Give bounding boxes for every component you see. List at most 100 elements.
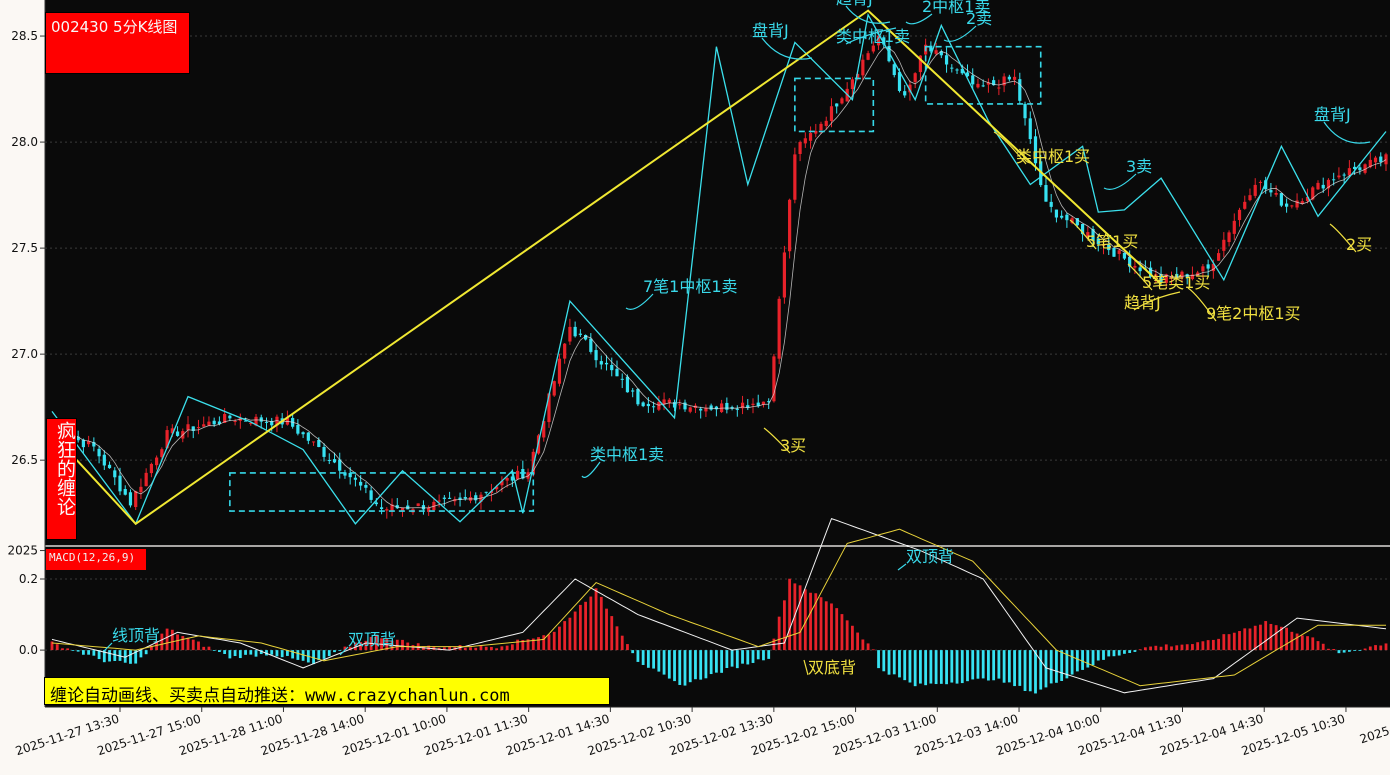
- macd-bar: [1316, 641, 1320, 651]
- macd-bar: [578, 604, 582, 651]
- macd-bar: [678, 650, 682, 685]
- dea-line: [51, 528, 1386, 687]
- candle-body: [458, 497, 462, 500]
- macd-dif-line: [51, 517, 1387, 694]
- signal-label: 2买: [1346, 235, 1372, 254]
- macd-bar: [484, 646, 488, 651]
- macd-bar: [819, 597, 823, 651]
- candle-body: [385, 509, 389, 511]
- macd-bar: [1279, 626, 1283, 651]
- macd-bar: [929, 650, 933, 684]
- macd-bar: [1222, 634, 1226, 651]
- symbol-title-badge: 002430 5分K线图: [45, 12, 190, 74]
- macd-bar: [851, 625, 854, 651]
- macd-bar: [223, 650, 227, 654]
- signal-label: 9笔2中枢1买: [1206, 304, 1301, 323]
- macd-bar: [191, 639, 195, 651]
- macd-bar: [605, 608, 608, 651]
- candle-body: [547, 393, 551, 423]
- macd-bar: [987, 650, 990, 681]
- macd-bar: [1091, 650, 1095, 666]
- price-tick-label: 28.5: [11, 29, 38, 43]
- candle-body: [971, 75, 975, 85]
- candle-body: [610, 365, 614, 371]
- macd-signal-arrow: [803, 659, 809, 676]
- macd-bar: [657, 650, 661, 672]
- macd-bar: [955, 650, 959, 684]
- candle-body: [254, 416, 258, 426]
- candle-body: [819, 123, 823, 131]
- macd-bar: [866, 643, 870, 651]
- candle-body: [1080, 223, 1085, 235]
- macd-bar: [1363, 648, 1367, 651]
- candle-body: [944, 55, 949, 65]
- signal-label: 2卖: [966, 9, 992, 28]
- candle-body: [1122, 252, 1127, 259]
- candle-body: [500, 481, 504, 486]
- candle-body: [997, 87, 1001, 89]
- candle-body: [155, 457, 159, 466]
- price-tick-label: 28.0: [11, 135, 38, 149]
- macd-bar: [856, 632, 860, 651]
- macd-bar: [1327, 648, 1330, 651]
- macd-bar: [542, 635, 546, 651]
- candle-body: [1384, 154, 1388, 165]
- signal-arrow: [761, 37, 813, 60]
- macd-bar: [134, 650, 138, 664]
- dif-line: [51, 517, 1387, 694]
- candle-body: [228, 415, 232, 419]
- signal-label: 盘背J: [1314, 105, 1351, 124]
- candle-body: [348, 472, 352, 478]
- candle-body: [327, 459, 331, 461]
- macd-bar: [573, 611, 577, 651]
- candle-body: [343, 472, 347, 476]
- macd-bar: [1264, 621, 1268, 651]
- candle-body: [1175, 273, 1179, 278]
- candle-body: [876, 35, 881, 46]
- macd-bar: [1253, 625, 1257, 651]
- candle-body: [1274, 192, 1278, 195]
- candle-body: [1049, 201, 1053, 207]
- macd-bar: [479, 645, 483, 651]
- macd-bar: [1070, 650, 1074, 675]
- candle-body: [97, 448, 101, 457]
- macd-bar: [1274, 625, 1278, 651]
- macd-bar: [1196, 642, 1200, 651]
- macd-bar: [746, 650, 750, 665]
- candle-body: [646, 403, 650, 407]
- candle-body: [1070, 218, 1074, 223]
- macd-bar: [327, 650, 331, 657]
- candle-body: [641, 402, 645, 407]
- macd-bar: [401, 639, 404, 651]
- candle-body: [631, 390, 635, 392]
- macd-bar: [1243, 628, 1247, 651]
- macd-bar: [919, 650, 922, 684]
- candle-body: [353, 477, 358, 480]
- macd-bar: [782, 600, 786, 651]
- macd-bar: [814, 593, 818, 651]
- candle-body: [1216, 253, 1221, 261]
- candle-body: [317, 439, 321, 447]
- macd-bar: [1060, 650, 1064, 681]
- candle-body: [756, 402, 760, 407]
- macd-bar: [1332, 649, 1336, 651]
- candle-body: [1227, 232, 1231, 243]
- macd-bar: [50, 641, 54, 651]
- promo-banner[interactable]: 缠论自动画线、买卖点自动推送：www.crazychanlun.com: [44, 677, 610, 706]
- macd-bar: [934, 650, 938, 685]
- macd-bar: [939, 650, 943, 684]
- candle-body: [165, 430, 169, 449]
- macd-bar: [1217, 638, 1220, 651]
- candle-body: [861, 59, 865, 76]
- candle-body: [662, 399, 666, 405]
- candle-body: [275, 416, 279, 426]
- candle-body: [1347, 168, 1351, 176]
- macd-label-badge: MACD(12,26,9): [46, 549, 146, 570]
- candle-body: [793, 154, 797, 200]
- macd-bar: [202, 646, 206, 651]
- macd-bar: [751, 650, 755, 663]
- macd-bar: [730, 650, 734, 667]
- macd-bar: [620, 635, 624, 651]
- promo-text: 缠论自动画线、买卖点自动推送：www.crazychanlun.com: [50, 686, 510, 706]
